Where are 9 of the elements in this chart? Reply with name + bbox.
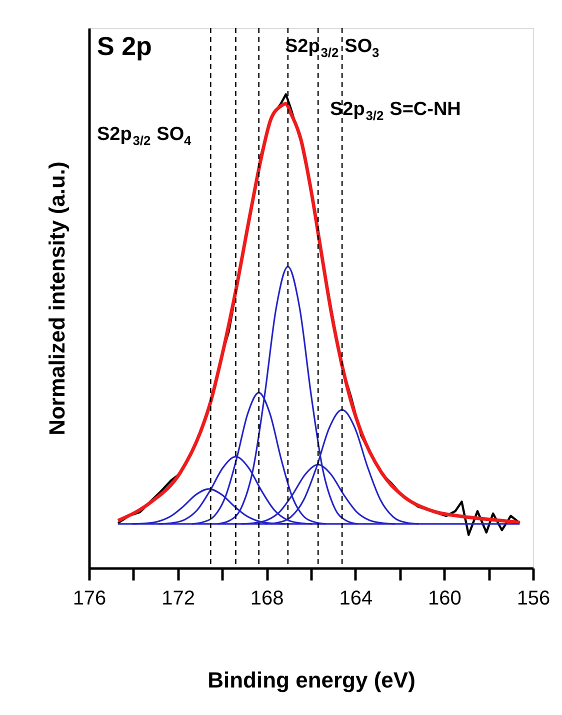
- x-tick-label: 156: [516, 588, 550, 610]
- x-tick-label: 164: [339, 588, 373, 610]
- x-axis-title: Binding energy (eV): [208, 668, 416, 692]
- y-axis-title: Normalized intensity (a.u.): [44, 162, 70, 436]
- x-tick-label: 168: [250, 588, 284, 610]
- x-tick-label: 160: [428, 588, 462, 610]
- x-tick-label: 172: [162, 588, 195, 610]
- chart-title: S 2p: [97, 31, 152, 61]
- x-tick-label: 176: [72, 588, 106, 610]
